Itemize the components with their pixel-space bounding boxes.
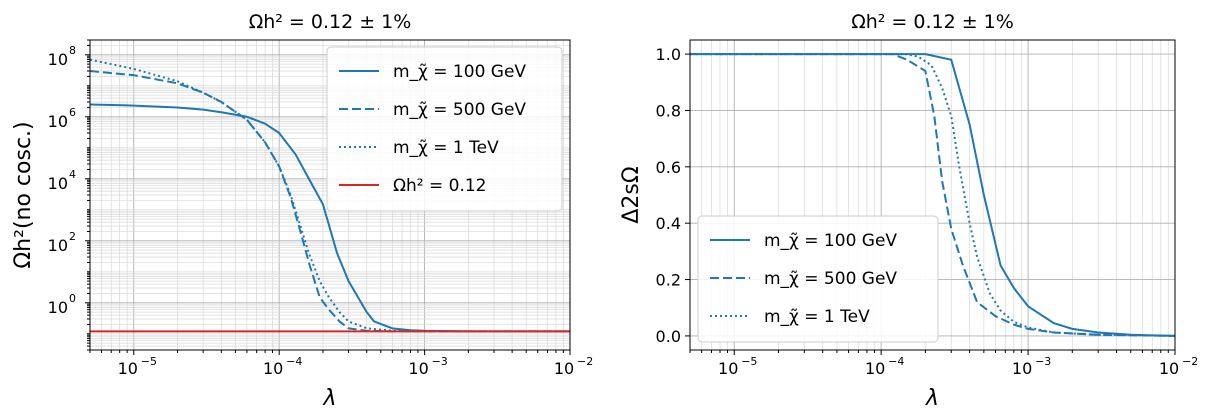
series-line-2 bbox=[690, 53, 1175, 337]
legend-box bbox=[326, 46, 563, 212]
y-tick-exponent: 8 bbox=[69, 44, 76, 57]
y-axis-label: Δ2sΩ bbox=[619, 166, 644, 223]
legend-label: m_χ̃ = 500 GeV bbox=[393, 100, 526, 120]
legend-label: Ωh² = 0.12 bbox=[393, 176, 486, 196]
x-axis-label: λ bbox=[925, 386, 939, 410]
y-tick-label: 10 bbox=[48, 298, 68, 317]
x-tick-label: 10 bbox=[1012, 359, 1032, 378]
y-tick-exponent: 0 bbox=[69, 292, 76, 305]
y-tick-label: 10 bbox=[48, 236, 68, 255]
legend-label: m_χ̃ = 100 GeV bbox=[764, 231, 897, 251]
x-tick-exponent: −3 bbox=[432, 355, 448, 368]
x-tick-exponent: −4 bbox=[888, 355, 904, 368]
plot-frame bbox=[89, 39, 571, 351]
plot-frame bbox=[689, 39, 1176, 351]
x-tick-label: 10 bbox=[408, 359, 428, 378]
y-tick-label: 0.2 bbox=[656, 271, 681, 290]
y-tick-exponent: 2 bbox=[69, 230, 76, 243]
series-line-2 bbox=[90, 58, 570, 333]
y-tick-label: 0.0 bbox=[656, 327, 681, 346]
y-tick-exponent: 6 bbox=[69, 106, 76, 119]
y-tick-label: 0.6 bbox=[656, 158, 681, 177]
x-tick-exponent: −5 bbox=[741, 355, 757, 368]
y-tick-label: 0.4 bbox=[656, 214, 681, 233]
legend-label: m_χ̃ = 500 GeV bbox=[764, 269, 897, 289]
legend-box bbox=[697, 215, 939, 343]
series-line-0 bbox=[690, 53, 1175, 337]
y-tick-label: 0.8 bbox=[656, 101, 681, 120]
x-tick-exponent: −4 bbox=[286, 355, 302, 368]
x-tick-label: 10 bbox=[554, 359, 574, 378]
x-tick-label: 10 bbox=[718, 359, 738, 378]
x-tick-label: 10 bbox=[263, 359, 283, 378]
x-tick-exponent: −3 bbox=[1035, 355, 1051, 368]
x-tick-exponent: −2 bbox=[1182, 355, 1198, 368]
x-tick-exponent: −5 bbox=[141, 355, 157, 368]
x-tick-label: 10 bbox=[118, 359, 138, 378]
y-tick-label: 1.0 bbox=[656, 45, 681, 64]
series-line-0 bbox=[90, 103, 570, 333]
y-tick-label: 10 bbox=[48, 112, 68, 131]
x-axis-label: λ bbox=[322, 386, 336, 410]
legend-label: m_χ̃ = 1 TeV bbox=[393, 138, 499, 158]
chart-title: Ωh² = 0.12 ± 1% bbox=[249, 11, 412, 33]
x-tick-exponent: −2 bbox=[577, 355, 593, 368]
y-tick-exponent: 4 bbox=[69, 168, 76, 181]
x-tick-label: 10 bbox=[865, 359, 885, 378]
legend-label: m_χ̃ = 1 TeV bbox=[764, 307, 870, 327]
y-tick-label: 10 bbox=[48, 50, 68, 69]
y-axis-label: Ωh²(no cosc.) bbox=[11, 121, 36, 268]
chart-title: Ωh² = 0.12 ± 1% bbox=[851, 11, 1014, 33]
x-tick-label: 10 bbox=[1159, 359, 1179, 378]
y-tick-label: 10 bbox=[48, 174, 68, 193]
legend-label: m_χ̃ = 100 GeV bbox=[393, 62, 526, 82]
